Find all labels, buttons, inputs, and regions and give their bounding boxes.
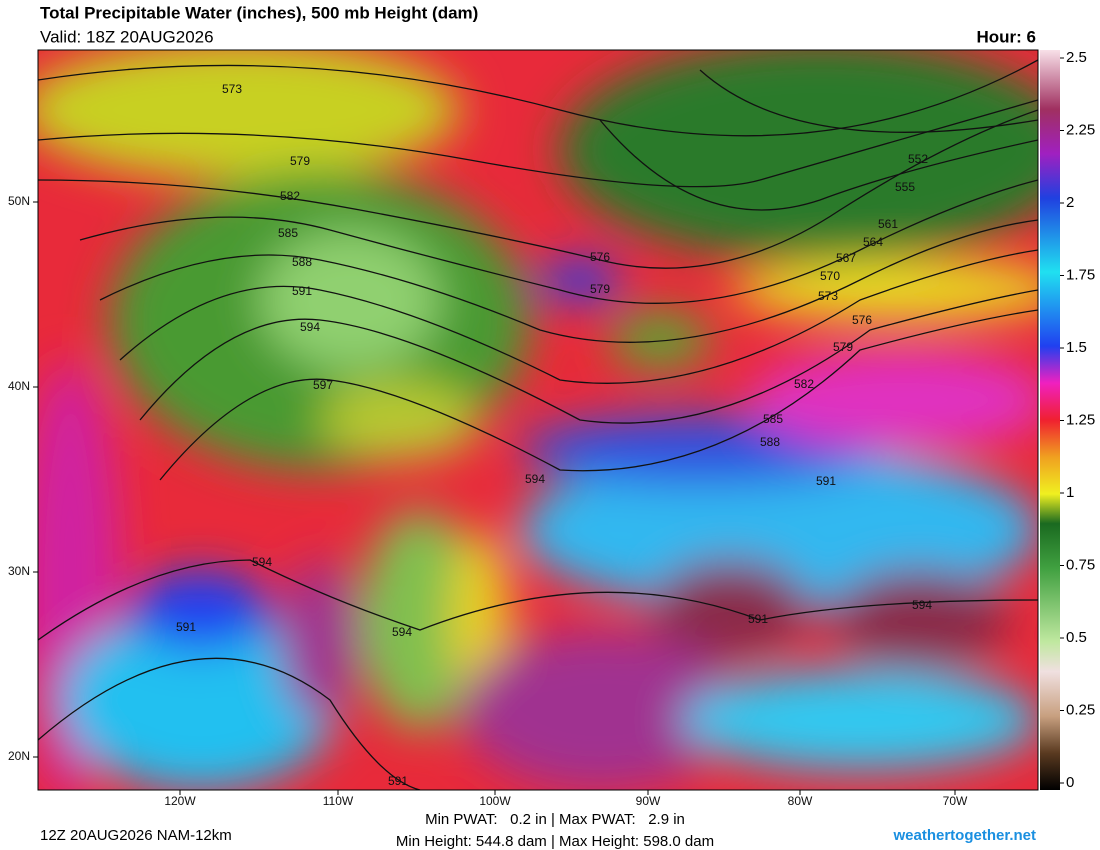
lat-label: 20N	[8, 749, 30, 763]
lon-label: 80W	[788, 794, 813, 808]
title: Total Precipitable Water (inches), 500 m…	[40, 3, 478, 22]
colorbar-label: 1.25	[1066, 411, 1095, 428]
contour-label: 588	[292, 255, 312, 269]
colorbar-label: 1.75	[1066, 266, 1095, 283]
contour-label: 576	[852, 313, 872, 327]
colorbar-label: 1.5	[1066, 339, 1087, 356]
contour-label: 585	[763, 412, 783, 426]
map-frame	[37, 49, 1039, 791]
colorbar-label: 1	[1066, 484, 1074, 501]
contour-label: 576	[590, 250, 610, 264]
contour-label: 579	[833, 340, 853, 354]
contour-label: 564	[863, 235, 883, 249]
contour-label: 567	[836, 251, 856, 265]
contour-label: 552	[908, 152, 928, 166]
lon-label: 120W	[164, 794, 196, 808]
contour-label: 591	[816, 474, 836, 488]
contour-label: 591	[748, 612, 768, 626]
lat-label: 30N	[8, 564, 30, 578]
contour-label: 594	[912, 598, 932, 612]
lat-label: 50N	[8, 194, 30, 208]
lon-label: 90W	[636, 794, 661, 808]
colorbar	[1040, 50, 1060, 790]
pwat-range: Min PWAT: 0.2 in | Max PWAT: 2.9 in	[425, 811, 685, 828]
lat-label: 40N	[8, 379, 30, 393]
contour-label: 555	[895, 180, 915, 194]
contour-label: 561	[878, 217, 898, 231]
valid-time: Valid: 18Z 20AUG2026	[40, 27, 214, 46]
lon-label: 100W	[479, 794, 511, 808]
contour-label: 594	[300, 320, 320, 334]
contour-label: 594	[252, 555, 272, 569]
colorbar-label: 0.75	[1066, 556, 1095, 573]
contour-label: 582	[280, 189, 300, 203]
contour-label: 591	[176, 620, 196, 634]
map	[38, 50, 1038, 790]
contour-label: 573	[818, 289, 838, 303]
contour-label: 594	[525, 472, 545, 486]
site: weathertogether.net	[892, 827, 1036, 844]
contour-label: 582	[794, 377, 814, 391]
model-run: 12Z 20AUG2026 NAM-12km	[40, 827, 232, 844]
lon-label: 70W	[943, 794, 968, 808]
contour-label: 573	[222, 82, 242, 96]
contour-label: 585	[278, 226, 298, 240]
contour-label: 594	[392, 625, 412, 639]
colorbar-label: 2.5	[1066, 49, 1087, 66]
contour-label: 579	[590, 282, 610, 296]
colorbar-label: 2.25	[1066, 121, 1095, 138]
contour-label: 597	[313, 378, 333, 392]
colorbar-label: 0	[1066, 774, 1074, 791]
colorbar-label: 0.25	[1066, 701, 1095, 718]
colorbar-label: 0.5	[1066, 629, 1087, 646]
height-range: Min Height: 544.8 dam | Max Height: 598.…	[396, 833, 714, 850]
contour-label: 588	[760, 435, 780, 449]
contour-label: 591	[292, 284, 312, 298]
contour-label: 579	[290, 154, 310, 168]
forecast-hour: Hour: 6	[977, 27, 1037, 46]
contour-label: 570	[820, 269, 840, 283]
lon-label: 110W	[323, 794, 354, 808]
colorbar-label: 2	[1066, 194, 1074, 211]
contour-label: 591	[388, 774, 408, 788]
